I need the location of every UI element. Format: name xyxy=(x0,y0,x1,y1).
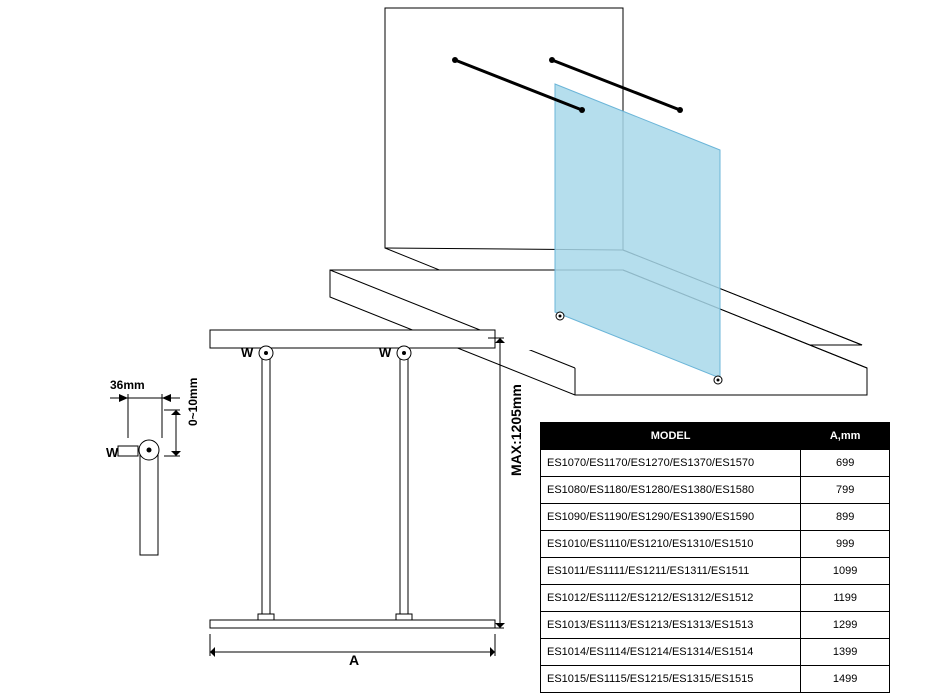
dimension-cell: 1199 xyxy=(801,585,890,612)
dimension-cell: 899 xyxy=(801,504,890,531)
table-row: ES1013/ES1113/ES1213/ES1313/ES15131299 xyxy=(541,612,890,639)
dim-label: W xyxy=(106,445,118,460)
dimension-cell: 699 xyxy=(801,450,890,477)
dimension-cell: 799 xyxy=(801,477,890,504)
dim-label: A xyxy=(349,652,359,668)
dim-label: MAX:1205mm xyxy=(508,384,524,476)
dimension-cell: 1499 xyxy=(801,666,890,693)
dim-label: W xyxy=(241,345,253,360)
dim-label: W xyxy=(379,345,391,360)
page: MODELA,mmES1070/ES1170/ES1270/ES1370/ES1… xyxy=(0,0,928,686)
table-row: ES1012/ES1112/ES1212/ES1312/ES15121199 xyxy=(541,585,890,612)
dimension-cell: 999 xyxy=(801,531,890,558)
table-row: ES1015/ES1115/ES1215/ES1315/ES15151499 xyxy=(541,666,890,693)
dim-label: 36mm xyxy=(110,378,145,392)
dimension-cell: 1299 xyxy=(801,612,890,639)
table-header: A,mm xyxy=(801,423,890,450)
model-dimension-table: MODELA,mmES1070/ES1170/ES1270/ES1370/ES1… xyxy=(540,422,890,693)
table-row: ES1070/ES1170/ES1270/ES1370/ES1570699 xyxy=(541,450,890,477)
dimension-cell: 1099 xyxy=(801,558,890,585)
model-cell: ES1013/ES1113/ES1213/ES1313/ES1513 xyxy=(541,612,801,639)
table-row: ES1010/ES1110/ES1210/ES1310/ES1510999 xyxy=(541,531,890,558)
model-cell: ES1012/ES1112/ES1212/ES1312/ES1512 xyxy=(541,585,801,612)
model-cell: ES1090/ES1190/ES1290/ES1390/ES1590 xyxy=(541,504,801,531)
dimension-cell: 1399 xyxy=(801,639,890,666)
model-cell: ES1014/ES1114/ES1214/ES1314/ES1514 xyxy=(541,639,801,666)
model-cell: ES1080/ES1180/ES1280/ES1380/ES1580 xyxy=(541,477,801,504)
model-cell: ES1015/ES1115/ES1215/ES1315/ES1515 xyxy=(541,666,801,693)
model-cell: ES1010/ES1110/ES1210/ES1310/ES1510 xyxy=(541,531,801,558)
table-header: MODEL xyxy=(541,423,801,450)
table-row: ES1080/ES1180/ES1280/ES1380/ES1580799 xyxy=(541,477,890,504)
table-row: ES1014/ES1114/ES1214/ES1314/ES15141399 xyxy=(541,639,890,666)
model-cell: ES1070/ES1170/ES1270/ES1370/ES1570 xyxy=(541,450,801,477)
table-row: ES1011/ES1111/ES1211/ES1311/ES15111099 xyxy=(541,558,890,585)
model-cell: ES1011/ES1111/ES1211/ES1311/ES1511 xyxy=(541,558,801,585)
table-row: ES1090/ES1190/ES1290/ES1390/ES1590899 xyxy=(541,504,890,531)
dim-label: 0~10mm xyxy=(186,378,200,426)
